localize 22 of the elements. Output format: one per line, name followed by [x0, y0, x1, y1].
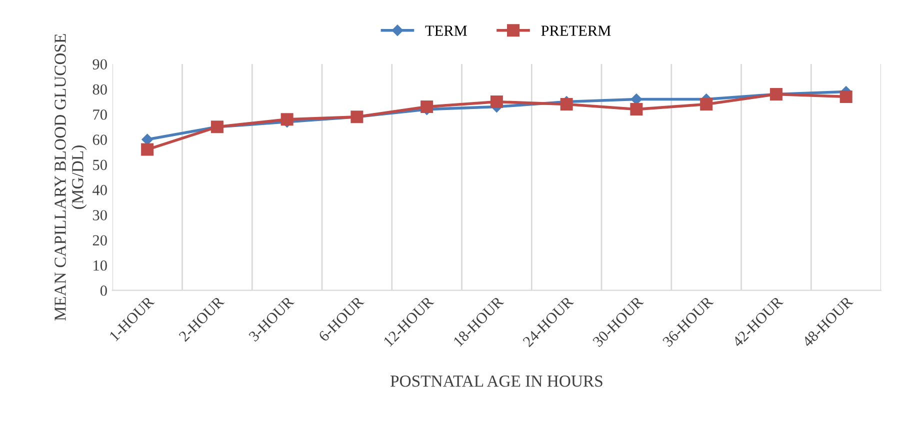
y-tick-label: 40 — [92, 184, 107, 196]
x-axis-title: POSTNATAL AGE IN HOURS — [390, 376, 602, 387]
point — [700, 98, 713, 111]
y-tick-label: 50 — [93, 160, 107, 170]
y-tick-label: 10 — [94, 260, 107, 271]
y-tick-label: 30 — [92, 210, 107, 220]
y-tick-label: 80 — [92, 84, 107, 95]
legend-label: TERM — [425, 26, 467, 36]
y-tick-label: 90 — [92, 59, 107, 70]
legend-label: PRETERM — [541, 26, 611, 36]
point — [490, 96, 503, 108]
y-tick-label: 0 — [100, 286, 107, 296]
point — [141, 143, 154, 156]
point — [630, 103, 643, 116]
y-tick-label: 20 — [92, 235, 107, 246]
point — [840, 90, 852, 103]
point — [560, 98, 573, 111]
point — [280, 113, 294, 126]
y-axis-title: MEAN CAPILLARY BLOOD GLUCOSE (MG/DL) — [54, 34, 87, 321]
y-tick-label: 60 — [92, 134, 107, 145]
y-tick-label: 70 — [93, 109, 107, 120]
point — [420, 100, 434, 114]
